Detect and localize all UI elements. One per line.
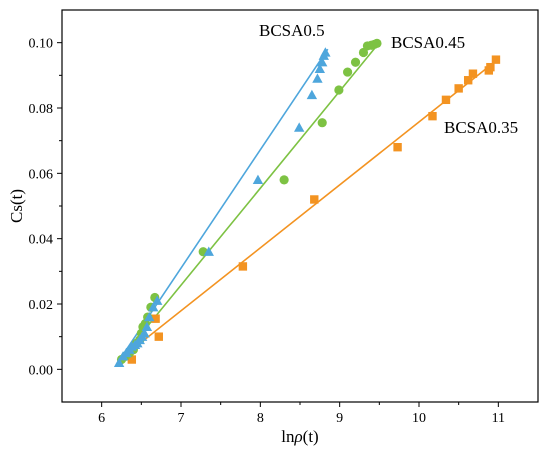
- x-tick-label: 7: [178, 411, 185, 426]
- data-point: [317, 57, 328, 67]
- y-tick-label: 0.04: [29, 233, 54, 248]
- axes: 6 7 8 9 10 11 0.00 0.02 0.04 0.06 0.08 0.10 lnρ(t) Cs…: [7, 9, 539, 446]
- y-tick-label: 0.02: [29, 298, 54, 313]
- data-point: [152, 295, 163, 305]
- x-tick-label: 11: [492, 411, 505, 426]
- data-point: [320, 47, 331, 57]
- data-point: [141, 321, 153, 332]
- data-point: [127, 355, 137, 364]
- data-point: [468, 69, 478, 78]
- data-point: [294, 122, 305, 132]
- data-point: [113, 357, 125, 367]
- y-tick-label: 0.08: [29, 102, 54, 117]
- data-point: [144, 311, 155, 322]
- data-point: [306, 89, 318, 100]
- y-tick-label: 0.06: [29, 167, 54, 182]
- series-label: BCSA0.5: [259, 21, 325, 40]
- data-point: [314, 63, 326, 73]
- x-tick-label: 6: [98, 411, 105, 426]
- fit-line: [117, 58, 499, 362]
- data-point: [203, 246, 214, 256]
- data-point: [428, 111, 437, 121]
- series-label: BCSA0.45: [391, 33, 465, 52]
- data-point: [151, 314, 160, 323]
- data-point: [491, 55, 501, 64]
- fit-lines: [116, 42, 499, 364]
- y-tick-label: 0.10: [29, 37, 54, 52]
- data-point: [238, 262, 248, 271]
- data-point: [279, 175, 289, 185]
- x-axis-label: lnρ(t): [281, 427, 318, 446]
- x-tick-label: 10: [412, 411, 426, 426]
- data-point: [350, 57, 361, 67]
- data-point: [154, 332, 163, 341]
- data-point: [454, 84, 463, 93]
- x-tick-label: 8: [257, 411, 264, 426]
- data-points: [113, 38, 501, 367]
- data-point: [139, 328, 150, 338]
- data-point: [312, 73, 323, 83]
- data-point: [486, 62, 495, 72]
- data-point: [148, 302, 159, 312]
- data-point: [393, 143, 402, 152]
- data-point: [441, 95, 451, 105]
- x-tick-label: 9: [336, 411, 343, 426]
- data-point: [252, 174, 264, 185]
- data-point: [310, 195, 319, 204]
- data-point: [334, 85, 344, 95]
- data-point: [317, 118, 327, 128]
- y-axis-label: Cs(t): [7, 189, 26, 223]
- series-label: BCSA0.35: [444, 118, 518, 137]
- data-point: [372, 38, 382, 48]
- y-tick-label: 0.00: [29, 363, 54, 378]
- data-point: [463, 76, 473, 85]
- fit-line: [116, 42, 380, 364]
- series-labels: BCSA0.5 BCSA0.45 BCSA0.35: [259, 21, 518, 137]
- data-point: [343, 67, 353, 77]
